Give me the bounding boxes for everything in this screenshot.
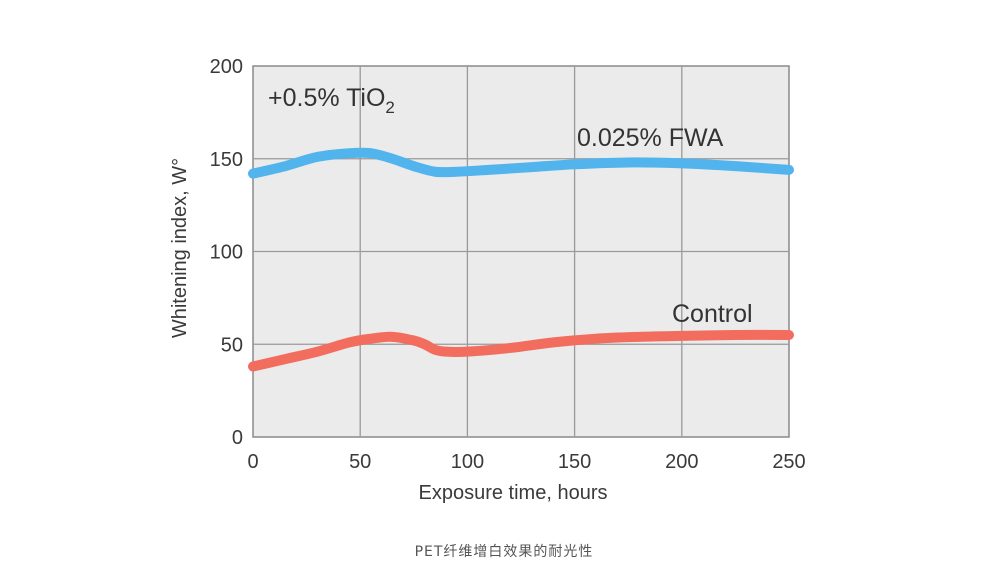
series-lines bbox=[248, 147, 794, 372]
y-tick-label: 150 bbox=[210, 149, 243, 171]
series-label-fwa: 0.025% FWA bbox=[577, 124, 724, 152]
y-tick-label: 0 bbox=[232, 427, 243, 449]
x-tick-label: 0 bbox=[247, 451, 258, 473]
x-tick-label: 250 bbox=[772, 451, 805, 473]
whitening-index-chart: 0 50 100 150 200 250 0 50 100 150 200 +0.5% TiO2 0… bbox=[169, 56, 806, 504]
tick-labels: 0 50 100 150 200 250 0 50 100 150 200 bbox=[210, 56, 806, 473]
annotation-tio2-sub: 2 bbox=[385, 98, 394, 117]
series-label-control: Control bbox=[672, 300, 753, 328]
y-tick-label: 100 bbox=[210, 242, 243, 264]
series-line-fwa bbox=[248, 147, 794, 179]
x-tick-label: 50 bbox=[349, 451, 371, 473]
y-tick-label: 200 bbox=[210, 56, 243, 78]
series-line-control bbox=[248, 329, 794, 372]
y-tick-label: 50 bbox=[221, 334, 243, 356]
x-axis-label: Exposure time, hours bbox=[419, 482, 608, 504]
x-tick-label: 150 bbox=[558, 451, 591, 473]
annotation-tio2: +0.5% TiO2 bbox=[268, 84, 395, 117]
figure-caption: PET纤维增白效果的耐光性 bbox=[414, 544, 594, 560]
annotation-tio2-main: +0.5% TiO bbox=[268, 84, 385, 112]
y-axis-label: Whitening index, W° bbox=[169, 158, 191, 338]
x-tick-label: 100 bbox=[451, 451, 484, 473]
x-tick-label: 200 bbox=[665, 451, 698, 473]
